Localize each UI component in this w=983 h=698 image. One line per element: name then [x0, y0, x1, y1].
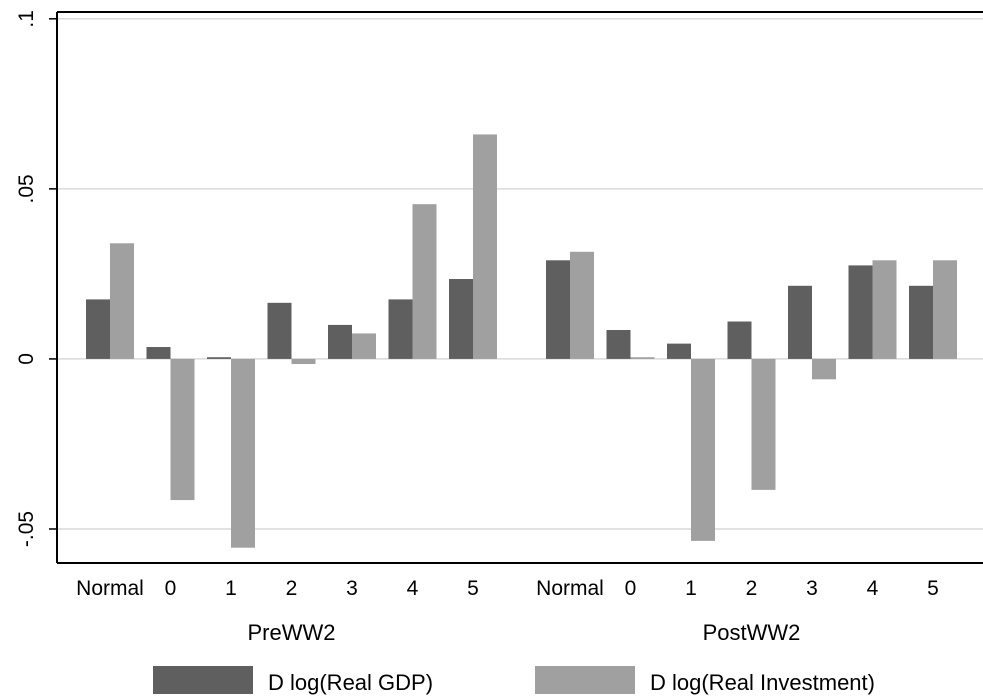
bar [146, 347, 171, 359]
bar [267, 302, 292, 359]
category-label: 5 [927, 577, 939, 600]
y-tick-label: .05 [15, 174, 38, 203]
category-label: 1 [685, 577, 697, 600]
legend-label: D log(Real GDP) [268, 670, 433, 695]
category-label: 4 [407, 577, 419, 600]
bar [388, 299, 413, 359]
category-label: Normal [76, 577, 144, 600]
category-label: 2 [746, 577, 758, 600]
bar [546, 260, 570, 359]
group-label: PostWW2 [703, 620, 801, 645]
category-labels: Normal 0 1 2 3 4 5 Normal 0 1 2 3 4 5 [76, 577, 939, 600]
bar [788, 285, 812, 359]
bar [207, 357, 231, 359]
y-tick-labels: -.05 0 .05 .1 [15, 10, 38, 547]
category-label: 0 [625, 577, 637, 600]
legend: D log(Real GDP) D log(Real Investment) [153, 666, 875, 695]
bar [170, 358, 195, 501]
bar [933, 260, 957, 359]
bar [412, 204, 437, 359]
bar [630, 357, 655, 359]
group-label: PreWW2 [248, 620, 336, 645]
legend-label: D log(Real Investment) [650, 670, 875, 695]
bar [328, 324, 352, 359]
axes [49, 11, 983, 564]
y-tick-label: .1 [15, 10, 38, 28]
bar [291, 358, 316, 365]
gridlines [57, 18, 983, 530]
category-label: 3 [806, 577, 818, 600]
group-labels: PreWW2 PostWW2 [248, 620, 801, 645]
bar [473, 134, 497, 359]
category-label: 0 [165, 577, 177, 600]
category-label: 5 [467, 577, 479, 600]
legend-swatch [153, 666, 253, 694]
bar [667, 343, 691, 359]
category-label: 3 [346, 577, 358, 600]
bar [872, 260, 897, 359]
bar [352, 333, 376, 359]
bar [727, 321, 752, 359]
bar [691, 358, 715, 541]
legend-swatch [535, 666, 635, 694]
bars [86, 134, 957, 548]
bar [751, 358, 776, 490]
bar [449, 278, 473, 359]
category-label: 4 [867, 577, 879, 600]
y-tick-label: -.05 [15, 511, 38, 547]
y-tick-label: 0 [15, 353, 38, 365]
bar [110, 243, 134, 359]
bar [909, 285, 933, 359]
bar [812, 358, 836, 380]
bar [606, 330, 631, 359]
category-label: Normal [536, 577, 604, 600]
category-label: 2 [286, 577, 298, 600]
category-label: 1 [225, 577, 237, 600]
bar [570, 251, 594, 359]
bar [231, 358, 255, 548]
bar [86, 299, 110, 359]
bar [848, 265, 873, 359]
